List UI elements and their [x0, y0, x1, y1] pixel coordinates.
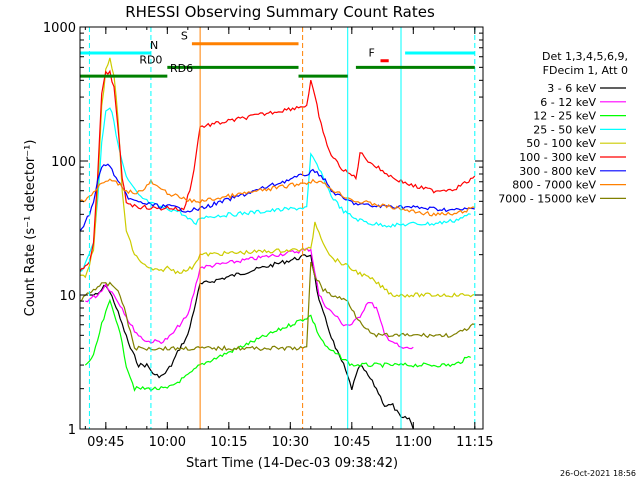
plot-frame: [79, 26, 484, 430]
legend-entry-label: 6 - 12 keV: [540, 96, 596, 109]
series-line-6-12-keV: [85, 247, 414, 350]
legend-entry-label: 12 - 25 keV: [533, 110, 596, 123]
x-tick-label: 10:30: [272, 435, 309, 450]
axes: 09:45 10:00 10:15 10:30 10:45 11:00 11:15 1 10 10…: [43, 21, 494, 450]
chart-title: RHESSI Observing Summary Count Rates: [125, 3, 435, 21]
y-tick-label: 100: [51, 155, 76, 170]
generated-timestamp: 26-Oct-2021 18:56: [560, 469, 636, 478]
x-tick-label: 10:15: [210, 435, 247, 450]
x-tick-label: 11:15: [456, 435, 493, 450]
y-tick-label: 1: [68, 423, 76, 438]
x-tick-label: 10:45: [333, 435, 370, 450]
legend-entry-label: 25 - 50 keV: [533, 123, 596, 136]
overlay-layer: N S F RD0 RD6: [80, 27, 476, 429]
state-label-n: N: [150, 39, 158, 52]
state-label-s: S: [181, 30, 188, 43]
series-line-7000-15000-keV: [79, 261, 475, 352]
legend-entry-label: 800 - 7000 keV: [512, 179, 596, 192]
state-label-rd6: RD6: [170, 62, 193, 75]
x-tick-label: 10:00: [149, 435, 186, 450]
series-layer: [79, 57, 476, 430]
series-line-300-800-keV: [79, 163, 475, 232]
legend-header-line: Det 1,3,4,5,6,9,: [542, 50, 628, 63]
legend-entry-label: 3 - 6 keV: [547, 82, 596, 95]
series-line-3-6-keV: [89, 254, 414, 430]
legend-entry-label: 7000 - 15000 keV: [498, 192, 596, 205]
legend-entry-label: 300 - 800 keV: [519, 165, 596, 178]
legend-entry-label: 100 - 300 keV: [519, 151, 596, 164]
legend: Det 1,3,4,5,6,9,FDecim 1, Att 0 3 - 6 keV…: [498, 50, 628, 205]
y-tick-label: 10: [59, 289, 76, 304]
x-tick-label: 09:45: [87, 435, 124, 450]
state-label-f: F: [369, 47, 375, 60]
series-line-800-7000-keV: [79, 178, 475, 217]
series-line-50-100-keV: [79, 57, 475, 298]
state-label-rd0: RD0: [139, 53, 162, 66]
legend-header-line: FDecim 1, Att 0: [543, 64, 628, 77]
series-line-12-25-keV: [84, 298, 471, 392]
x-tick-label: 11:00: [395, 435, 432, 450]
series-line-25-50-keV: [79, 107, 471, 272]
legend-entry-label: 50 - 100 keV: [526, 137, 596, 150]
y-axis-label: Count Rate (s⁻¹ detector⁻¹): [23, 140, 38, 317]
series-line-100-300-keV: [79, 69, 476, 272]
x-axis-label: Start Time (14-Dec-03 09:38:42): [186, 456, 398, 471]
y-tick-label: 1000: [43, 21, 76, 36]
